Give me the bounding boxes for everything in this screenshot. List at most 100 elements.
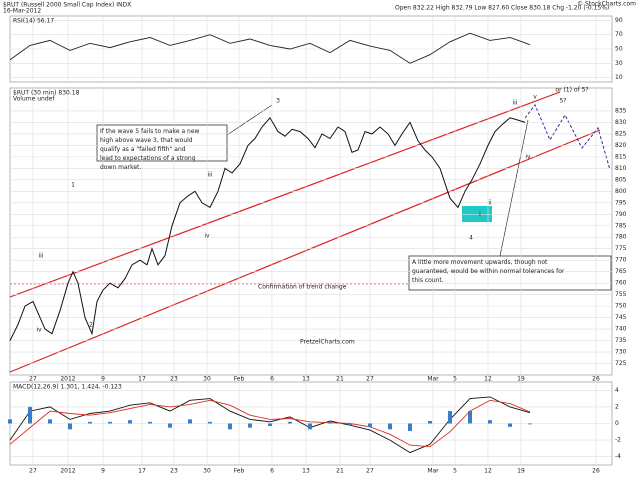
- histogram-bar: [308, 423, 312, 430]
- panel-label: RSI(14) 56.17: [13, 18, 54, 25]
- y-tick-label: 835: [615, 107, 627, 114]
- x-tick-label: 9: [101, 468, 105, 475]
- x-tick-label: 23: [170, 376, 178, 383]
- histogram-bar: [388, 423, 392, 430]
- y-tick-label: 730: [615, 349, 627, 356]
- y-tick-label: 785: [615, 222, 627, 229]
- y-tick-label: 800: [615, 188, 627, 195]
- quote: Open 832.22 High 832.79 Low 827.60 Close…: [395, 5, 609, 12]
- histogram-bar: [148, 421, 152, 424]
- y-tick-label: 770: [615, 257, 627, 264]
- annotation: i: [479, 212, 481, 219]
- x-tick-label: 5: [453, 376, 457, 383]
- projection: [524, 104, 611, 171]
- annotation: iii: [38, 253, 43, 260]
- histogram-bar: [128, 420, 132, 424]
- y-tick-label: -4: [615, 453, 621, 460]
- upper-channel: [9, 91, 561, 298]
- annotation: ii: [488, 200, 492, 207]
- y-tick-label: 740: [615, 326, 627, 333]
- x-tick-label: 5: [453, 468, 457, 475]
- y-tick-label: 780: [615, 234, 627, 241]
- x-tick-label: Feb: [234, 376, 245, 383]
- annotation: iv: [36, 327, 42, 334]
- note-box: [408, 255, 612, 291]
- x-tick-label: 12: [484, 468, 492, 475]
- histogram-bar: [268, 423, 272, 426]
- y-tick-label: 735: [615, 337, 627, 344]
- x-tick-label: 6: [270, 468, 274, 475]
- histogram-bar: [368, 423, 372, 427]
- x-tick-label: 17: [138, 376, 146, 383]
- y-tick-label: 820: [615, 142, 627, 149]
- x-tick-label: 17: [138, 468, 146, 475]
- y-tick-label: 755: [615, 291, 627, 298]
- annotation: Confirmation of trend change: [258, 284, 347, 291]
- note-pointer: [226, 104, 273, 136]
- y-tick-label: 795: [615, 199, 627, 206]
- annotation: v: [533, 94, 537, 101]
- histogram-bar: [168, 423, 172, 428]
- histogram-bar: [508, 423, 512, 427]
- annotation: 5?: [559, 98, 566, 105]
- x-tick-label: 13: [302, 376, 310, 383]
- histogram-bar: [228, 423, 232, 430]
- annotation: iii: [512, 100, 517, 107]
- y-tick-label: 810: [615, 165, 627, 172]
- annotation: 4: [469, 235, 473, 242]
- price-frame: [9, 87, 613, 376]
- price-title: $RUT (30 min) 830.18: [13, 90, 80, 97]
- x-tick-label: Feb: [234, 468, 245, 475]
- x-tick-label: 2012: [60, 376, 75, 383]
- y-tick-label: 10: [615, 74, 623, 81]
- x-tick-label: 21: [336, 376, 344, 383]
- price-subtitle: Volume undef: [13, 96, 55, 103]
- note-pointer: [499, 119, 529, 257]
- histogram-bar: [408, 423, 412, 431]
- x-tick-label: 30: [203, 376, 211, 383]
- x-tick-label: 27: [29, 468, 37, 475]
- x-tick-label: 19: [517, 468, 525, 475]
- annotation: or (1) of 5?: [555, 87, 588, 94]
- annotation: iv: [525, 154, 531, 161]
- annotation: 3: [276, 98, 280, 105]
- symbol: $RUT (Russell 2000 Small Cap Index) INDX: [3, 2, 131, 9]
- x-tick-label: Mar: [427, 376, 439, 383]
- note-box: [96, 124, 228, 162]
- series-line: [9, 32, 531, 64]
- y-tick-label: 50: [615, 46, 623, 53]
- histogram-bar: [528, 423, 532, 425]
- x-tick-label: 21: [336, 468, 344, 475]
- y-tick-label: 725: [615, 360, 627, 367]
- histogram-bar: [468, 411, 472, 424]
- x-tick-label: 27: [366, 468, 374, 475]
- y-tick-label: 805: [615, 176, 627, 183]
- note-text: A little more movement upwards, though n…: [412, 259, 565, 284]
- x-tick-label: 23: [170, 468, 178, 475]
- panel-label: MACD(12,26,9) 1.301, 1.424, -0.123: [13, 384, 122, 391]
- y-tick-label: 830: [615, 119, 627, 126]
- histogram-bar: [428, 421, 432, 424]
- y-tick-label: 745: [615, 314, 627, 321]
- histogram-bar: [348, 423, 352, 426]
- y-tick-label: 2: [615, 403, 619, 410]
- histogram-bar: [28, 406, 32, 424]
- y-tick-label: 90: [615, 17, 623, 24]
- lower-channel: [9, 129, 601, 373]
- series-line: [9, 399, 531, 448]
- x-tick-label: 12: [484, 376, 492, 383]
- y-tick-label: 760: [615, 280, 627, 287]
- x-tick-label: 27: [29, 376, 37, 383]
- annotation: PretzelCharts.com: [300, 339, 355, 346]
- histogram-bar: [288, 421, 292, 424]
- annotation: 1: [71, 182, 75, 189]
- annotation: iv: [204, 233, 210, 240]
- y-tick-label: 765: [615, 268, 627, 275]
- histogram-bar: [48, 419, 52, 424]
- histogram-bar: [88, 421, 92, 424]
- y-tick-label: 750: [615, 303, 627, 310]
- x-tick-label: 19: [517, 376, 525, 383]
- annotation: iii: [207, 172, 212, 179]
